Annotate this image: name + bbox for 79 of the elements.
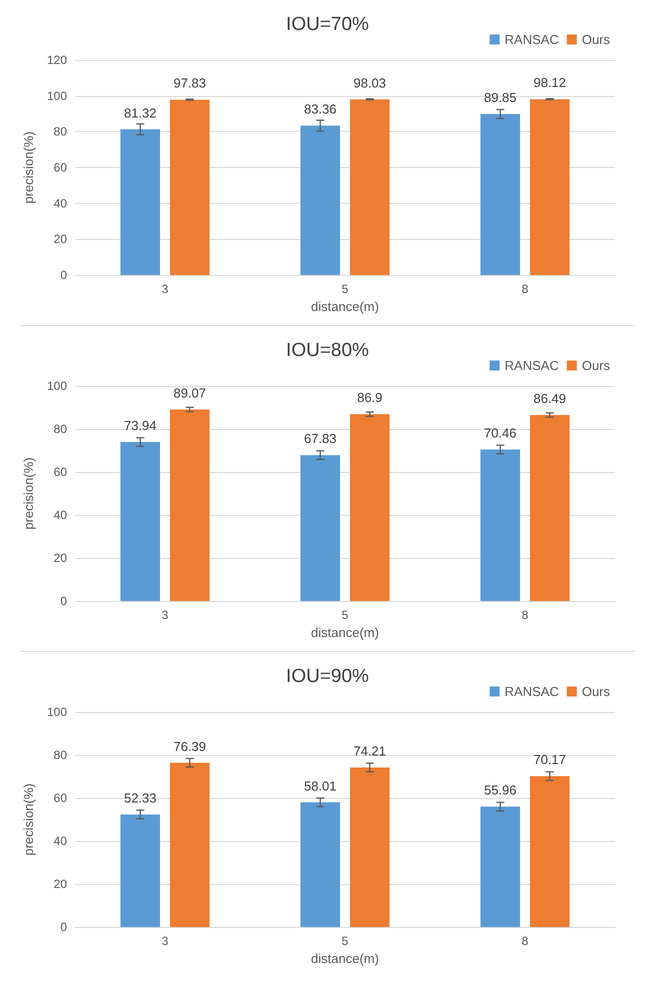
legend-label: Ours [582,684,610,699]
y-tick-label: 40 [54,834,68,848]
y-tick-label: 100 [46,705,68,719]
x-tick-label: 8 [522,934,529,948]
y-tick-label: 20 [54,877,68,891]
x-axis-title: distance(m) [311,298,379,314]
legend-label: RANSAC [504,32,559,47]
legend-label: RANSAC [504,358,559,373]
y-axis-title: precision(%) [21,131,36,204]
y-tick-label: 40 [54,196,68,210]
y-axis-title: precision(%) [21,783,36,856]
y-tick-label: 20 [54,232,68,246]
y-tick-label: 80 [54,124,68,139]
y-tick-label: 20 [54,551,68,565]
y-axis-title: precision(%) [21,457,36,530]
y-tick-label: 40 [54,508,68,522]
data-label: 98.12 [533,75,566,90]
bar [170,762,210,927]
bar [120,814,160,927]
data-label: 67.83 [304,431,337,446]
legend-label: Ours [582,358,610,373]
legend-label: Ours [582,32,610,47]
bar [300,802,340,927]
x-tick-label: 3 [162,608,169,622]
bar [530,415,570,601]
x-tick-label: 5 [342,934,349,948]
bar [120,442,160,601]
data-label: 73.94 [124,418,157,434]
bar [480,114,520,275]
data-label: 76.39 [173,738,206,754]
bar [120,129,160,275]
x-axis-title: distance(m) [311,624,379,640]
x-tick-label: 5 [342,608,349,622]
chart-title: IOU=70% [286,14,370,35]
y-tick-label: 80 [54,422,68,436]
legend-label: RANSAC [504,684,559,699]
chart-title: IOU=90% [286,666,370,687]
chart-title: IOU=80% [286,340,370,361]
data-label: 98.03 [353,75,386,90]
x-tick-label: 8 [522,608,529,622]
data-label: 97.83 [173,76,206,91]
data-label: 70.17 [533,752,566,768]
y-tick-label: 0 [60,268,68,282]
data-label: 58.01 [304,778,337,794]
y-tick-label: 60 [54,465,68,479]
y-tick-label: 0 [60,920,68,934]
bar [350,767,390,927]
y-tick-label: 60 [54,160,68,174]
y-tick-label: 100 [46,88,68,103]
bar [480,806,520,927]
y-tick-label: 0 [60,594,68,608]
bar [350,99,390,275]
bar [170,100,210,275]
data-label: 89.85 [484,90,517,106]
x-tick-label: 8 [522,282,529,296]
data-label: 86.49 [533,391,566,406]
data-label: 89.07 [173,386,206,400]
bar [350,414,390,601]
y-tick-label: 60 [54,791,68,805]
y-tick-label: 100 [46,379,68,393]
x-tick-label: 3 [162,282,169,296]
x-tick-label: 3 [162,934,169,948]
data-label: 83.36 [304,102,337,117]
data-label: 86.9 [357,390,382,406]
data-label: 74.21 [353,743,386,758]
y-tick-label: 80 [54,748,68,762]
data-label: 55.96 [484,782,517,798]
data-label: 81.32 [124,105,157,120]
data-label: 52.33 [124,790,157,806]
bar [170,410,210,601]
bar [480,450,520,601]
x-axis-title: distance(m) [311,950,379,966]
bar [530,99,570,275]
x-tick-label: 5 [342,282,349,296]
y-tick-label: 120 [46,53,68,67]
bar [300,455,340,601]
bar [530,776,570,927]
data-label: 70.46 [484,426,517,441]
bar [300,126,340,275]
